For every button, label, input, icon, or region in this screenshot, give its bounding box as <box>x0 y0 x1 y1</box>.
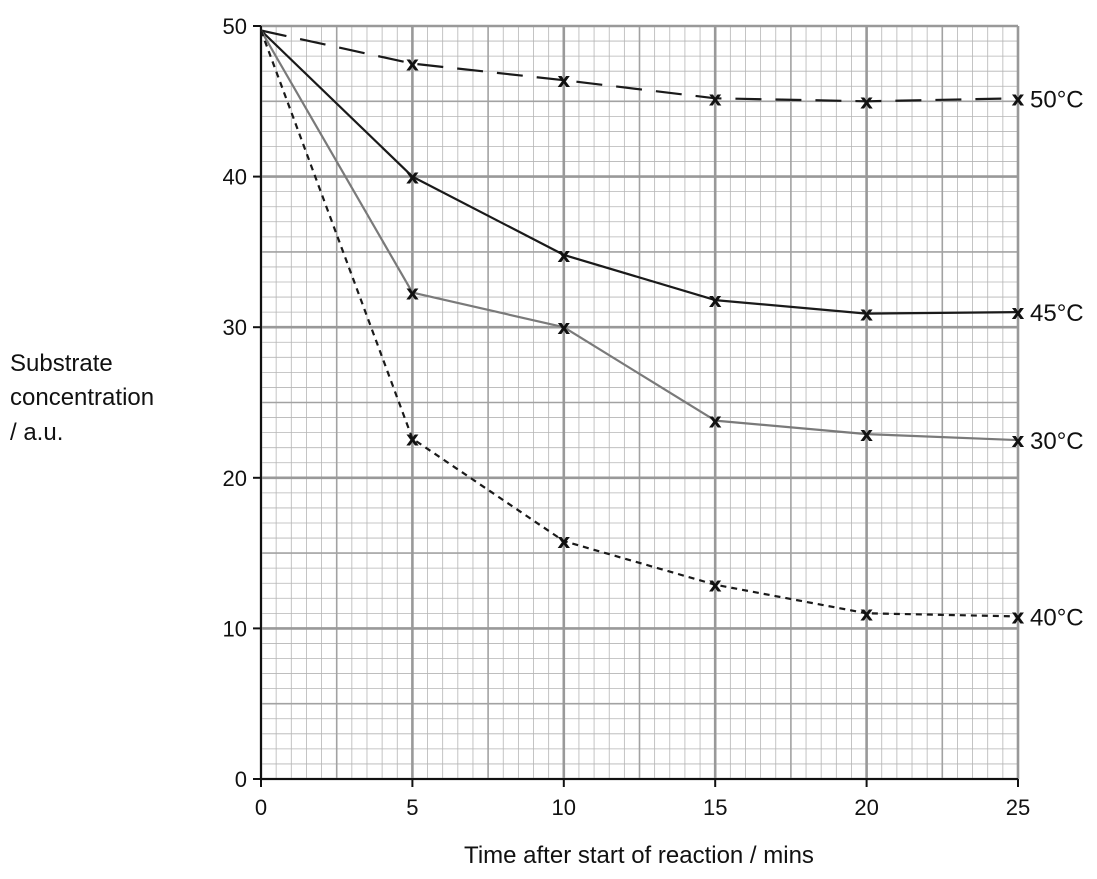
x-tick-label: 20 <box>854 795 878 820</box>
series-line-0 <box>260 29 1019 103</box>
y-tick-label: 0 <box>235 767 247 792</box>
series-labels: 50°C 45°C 30°C 40°C <box>1030 86 1084 631</box>
data-point-marker: x <box>406 427 419 451</box>
series-label-1: 45°C <box>1030 300 1084 327</box>
data-point-marker: x <box>709 86 722 110</box>
data-point-marker: x <box>406 165 419 189</box>
y-tick-label: 30 <box>223 315 247 340</box>
data-point-marker: x <box>557 529 570 553</box>
data-point-marker: x <box>709 573 722 597</box>
series-label-2: 30°C <box>1030 428 1084 455</box>
x-tick-label: 10 <box>552 795 576 820</box>
data-point-marker: x <box>860 89 873 113</box>
y-tick-label: 10 <box>223 616 247 641</box>
y-axis-title-line-3: / a.u. <box>10 419 63 446</box>
data-point-marker: x <box>1012 86 1025 110</box>
series-label-0: 50°C <box>1030 86 1084 113</box>
y-tick-label: 50 <box>223 14 247 39</box>
series-line-1 <box>260 29 1019 315</box>
data-point-marker: x <box>860 601 873 625</box>
series-line-3 <box>259 30 1019 618</box>
series-line-2 <box>260 29 1019 442</box>
x-tick-label: 25 <box>1006 795 1030 820</box>
x-tick-label: 0 <box>255 795 267 820</box>
data-point-marker: x <box>557 315 570 339</box>
y-axis-title-line-2: concentration <box>10 384 154 411</box>
series-lines <box>259 29 1019 618</box>
data-point-marker: x <box>709 288 722 312</box>
y-tick-label: 20 <box>223 466 247 491</box>
data-point-marker: x <box>709 409 722 433</box>
tick-labels: 0 5 10 15 20 25 0 10 20 30 40 50 <box>223 14 1031 820</box>
x-tick-label: 5 <box>406 795 418 820</box>
data-markers: x x x x x x x x x x x x x x x x x x x x <box>406 52 1025 629</box>
data-point-marker: x <box>1012 604 1025 628</box>
data-point-marker: x <box>557 243 570 267</box>
y-axis-title-line-1: Substrate <box>10 350 113 377</box>
data-point-marker: x <box>1012 300 1025 324</box>
data-point-marker: x <box>406 52 419 76</box>
x-axis-title: Time after start of reaction / mins <box>464 842 814 869</box>
series-label-3: 40°C <box>1030 604 1084 631</box>
y-tick-label: 40 <box>223 165 247 190</box>
data-point-marker: x <box>860 302 873 326</box>
major-grid <box>259 24 1020 781</box>
data-point-marker: x <box>557 68 570 92</box>
data-point-marker: x <box>406 281 419 305</box>
data-point-marker: x <box>860 422 873 446</box>
x-tick-label: 15 <box>703 795 727 820</box>
axes <box>253 25 1019 787</box>
data-point-marker: x <box>1012 428 1025 452</box>
